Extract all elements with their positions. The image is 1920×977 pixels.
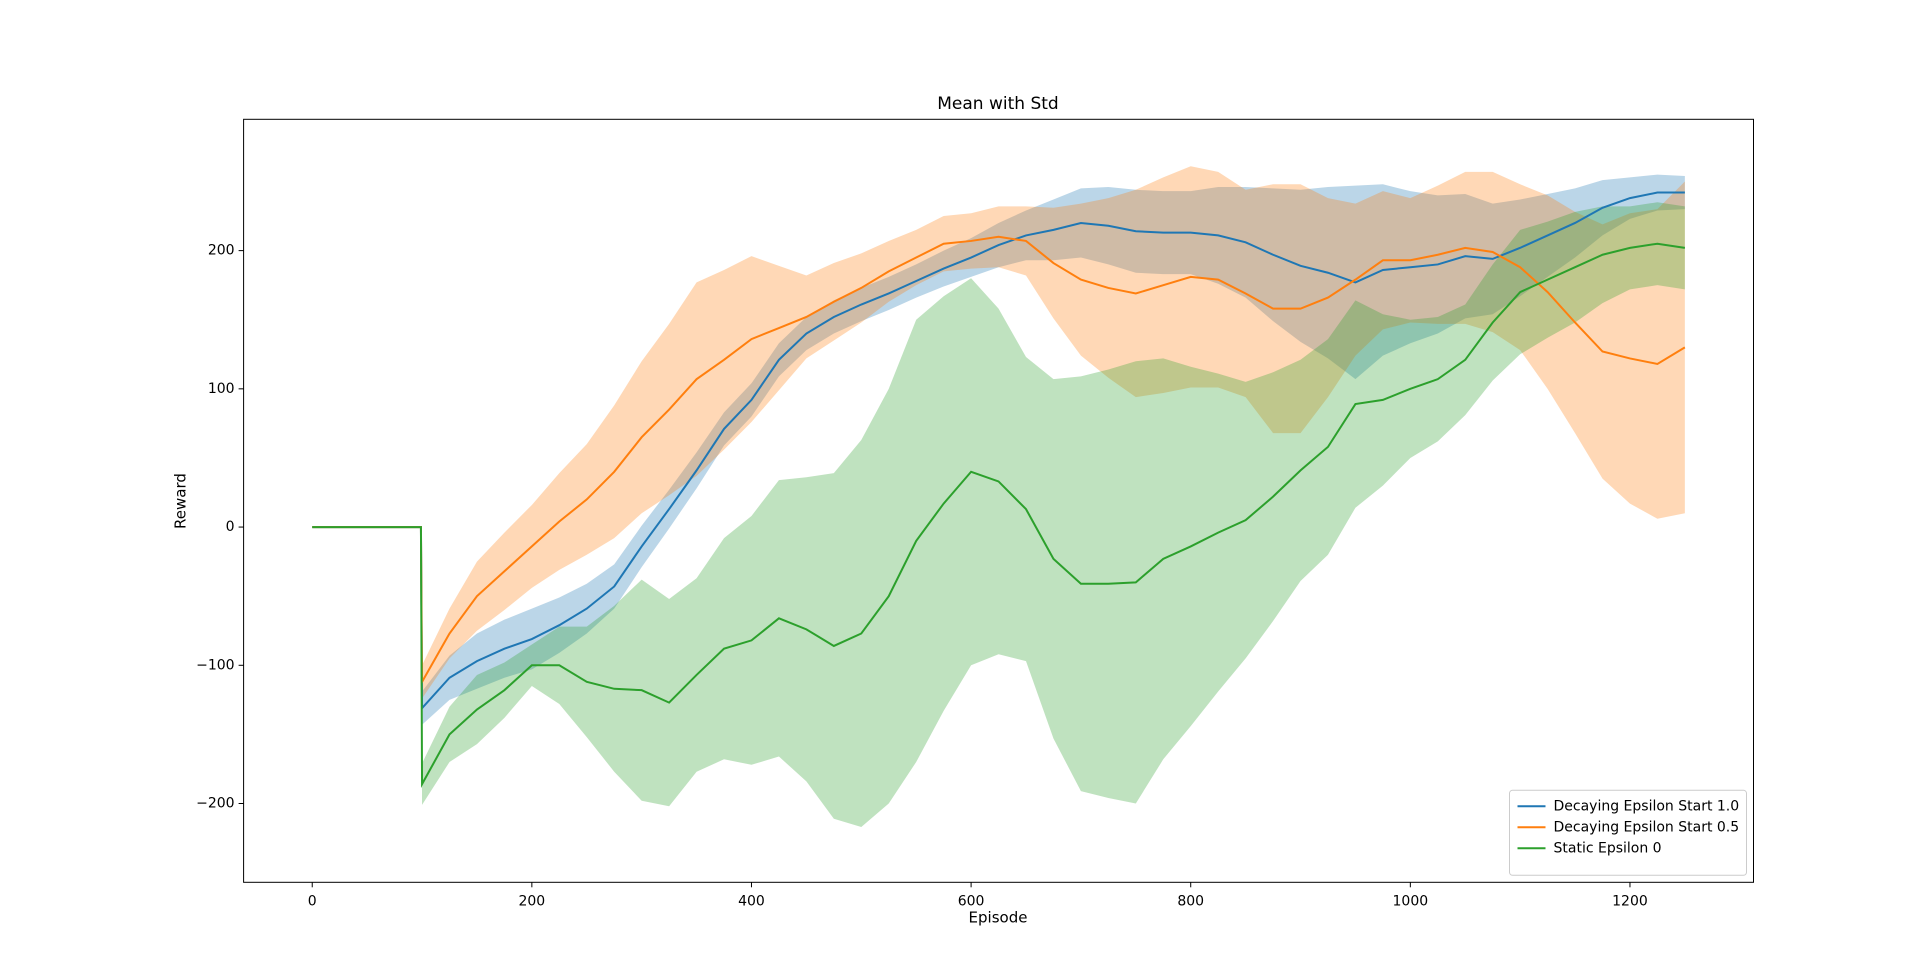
chart-title: Mean with Std [937,94,1058,114]
std-band [312,174,1685,725]
legend-box [1509,789,1747,876]
legend-label: Decaying Epsilon Start 0.5 [1554,819,1740,835]
y-tick-label: 200 [208,243,235,259]
x-tick-label: 1000 [1393,893,1429,909]
y-tick-label: −200 [196,796,234,812]
y-axis-label: Reward [172,473,190,529]
x-tick-label: 0 [308,893,317,909]
series-line [312,242,1686,789]
y-tick-label: 0 [226,519,235,535]
y-tick-label: 100 [208,381,235,397]
legend-label: Static Epsilon 0 [1554,840,1662,856]
legend-label: Decaying Epsilon Start 1.0 [1554,798,1740,814]
series-line [312,191,1685,711]
std-band [312,202,1685,828]
x-axis-label: Episode [969,909,1028,927]
x-tick-label: 600 [958,893,985,909]
plot-frame [243,118,1755,883]
x-tick-label: 400 [738,893,765,909]
x-tick-label: 200 [518,893,545,909]
series-line [312,235,1686,686]
std-band [312,166,1685,699]
x-tick-label: 800 [1177,893,1204,909]
y-tick-label: −100 [196,657,234,673]
x-tick-label: 1200 [1612,893,1648,909]
